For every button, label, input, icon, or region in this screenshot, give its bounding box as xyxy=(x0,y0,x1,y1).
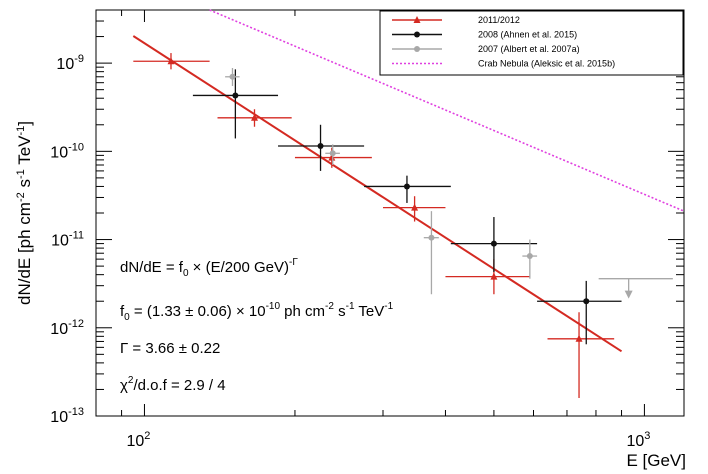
svg-text:dN/dE [ph cm-2 s-1 TeV-1]: dN/dE [ph cm-2 s-1 TeV-1] xyxy=(15,121,34,305)
legend-entry: 2008 (Ahnen et al. 2015) xyxy=(392,30,577,40)
data-point xyxy=(411,203,419,211)
upper-limit xyxy=(598,278,673,299)
y-tick-label: 10-9 xyxy=(56,53,84,73)
x-tick-label: 102 xyxy=(126,430,150,450)
x-axis-title: E [GeV] xyxy=(626,451,686,470)
data-point xyxy=(317,142,324,149)
data-point xyxy=(250,113,258,121)
x-tick-exp: 3 xyxy=(644,430,650,442)
y-tick-exp: -9 xyxy=(74,53,84,65)
fit-line xyxy=(132,35,623,353)
y-tick-label: 10-11 xyxy=(51,230,84,250)
data-point xyxy=(428,234,435,241)
legend-label: 2007 (Albert et al. 2007a) xyxy=(478,44,580,54)
data-point xyxy=(583,298,590,305)
y-tick-base: 10 xyxy=(50,321,68,338)
y-tick-label: 10-13 xyxy=(50,406,84,426)
legend-swatch-marker xyxy=(414,46,420,52)
x-tick-base: 10 xyxy=(626,433,644,450)
annotation-f0: f0 = (1.33 ± 0.06) × 10-10 ph cm-2 s-1 T… xyxy=(120,301,394,323)
series-2007-albert-et-al-2007a- xyxy=(225,68,538,295)
y-tick-exp: -10 xyxy=(68,141,84,153)
y-tick-exp: -12 xyxy=(68,318,84,330)
data-points xyxy=(133,53,622,398)
y-tick-base: 10 xyxy=(50,144,68,161)
crab-line xyxy=(209,9,685,212)
y-tick-base: 10 xyxy=(50,409,68,426)
legend-label: 2008 (Ahnen et al. 2015) xyxy=(478,30,577,40)
legend-entry: 2007 (Albert et al. 2007a) xyxy=(392,44,580,54)
data-point xyxy=(229,73,236,80)
y-tick-exp: -11 xyxy=(69,230,84,242)
upper-limit-arrow xyxy=(624,290,633,299)
data-point xyxy=(490,272,498,280)
data-point xyxy=(575,334,583,342)
y-tick-label: 10-10 xyxy=(50,141,84,161)
crab-nebula-curve xyxy=(209,9,685,212)
x-tick-exp: 2 xyxy=(144,430,150,442)
series-2011-2012 xyxy=(133,53,615,398)
data-point xyxy=(232,92,239,99)
y-axis-title: dN/dE [ph cm-2 s-1 TeV-1] xyxy=(15,121,34,305)
x-tick-base: 10 xyxy=(126,433,144,450)
data-point xyxy=(526,253,533,260)
y-tick-base: 10 xyxy=(51,233,69,250)
data-point xyxy=(329,150,336,157)
data-point xyxy=(328,153,336,161)
annotation-formula: dN/dE = f0 × (E/200 GeV)-Γ xyxy=(120,257,298,279)
legend: 2011/2012 2008 (Ahnen et al. 2015) 2007 (A… xyxy=(379,10,684,76)
y-tick-label: 10-12 xyxy=(50,318,84,338)
y-tick-base: 10 xyxy=(56,56,74,73)
legend-label: 2011/2012 xyxy=(478,15,520,25)
annotation-gamma: Γ = 3.66 ± 0.22 xyxy=(120,340,220,357)
data-point xyxy=(490,240,497,247)
legend-entry: Crab Nebula (Aleksic et al. 2015b) xyxy=(392,59,615,69)
annotation-chi2: χ2/d.o.f = 2.9 / 4 xyxy=(120,375,226,394)
data-point xyxy=(167,57,175,65)
data-point xyxy=(403,183,410,190)
legend-swatch-marker xyxy=(413,16,421,23)
legend-box xyxy=(379,10,684,76)
power-law-fit xyxy=(132,35,623,353)
series-2008-ahnen-et-al-2015- xyxy=(192,69,622,345)
fit-annotations: dN/dE = f0 × (E/200 GeV)-Γ f0 = (1.33 ± … xyxy=(120,257,394,394)
legend-label: Crab Nebula (Aleksic et al. 2015b) xyxy=(478,59,615,69)
legend-swatch-marker xyxy=(414,31,420,38)
y-tick-exp: -13 xyxy=(68,406,84,418)
legend-entry: 2011/2012 xyxy=(392,15,520,25)
x-tick-label: 103 xyxy=(626,430,650,450)
